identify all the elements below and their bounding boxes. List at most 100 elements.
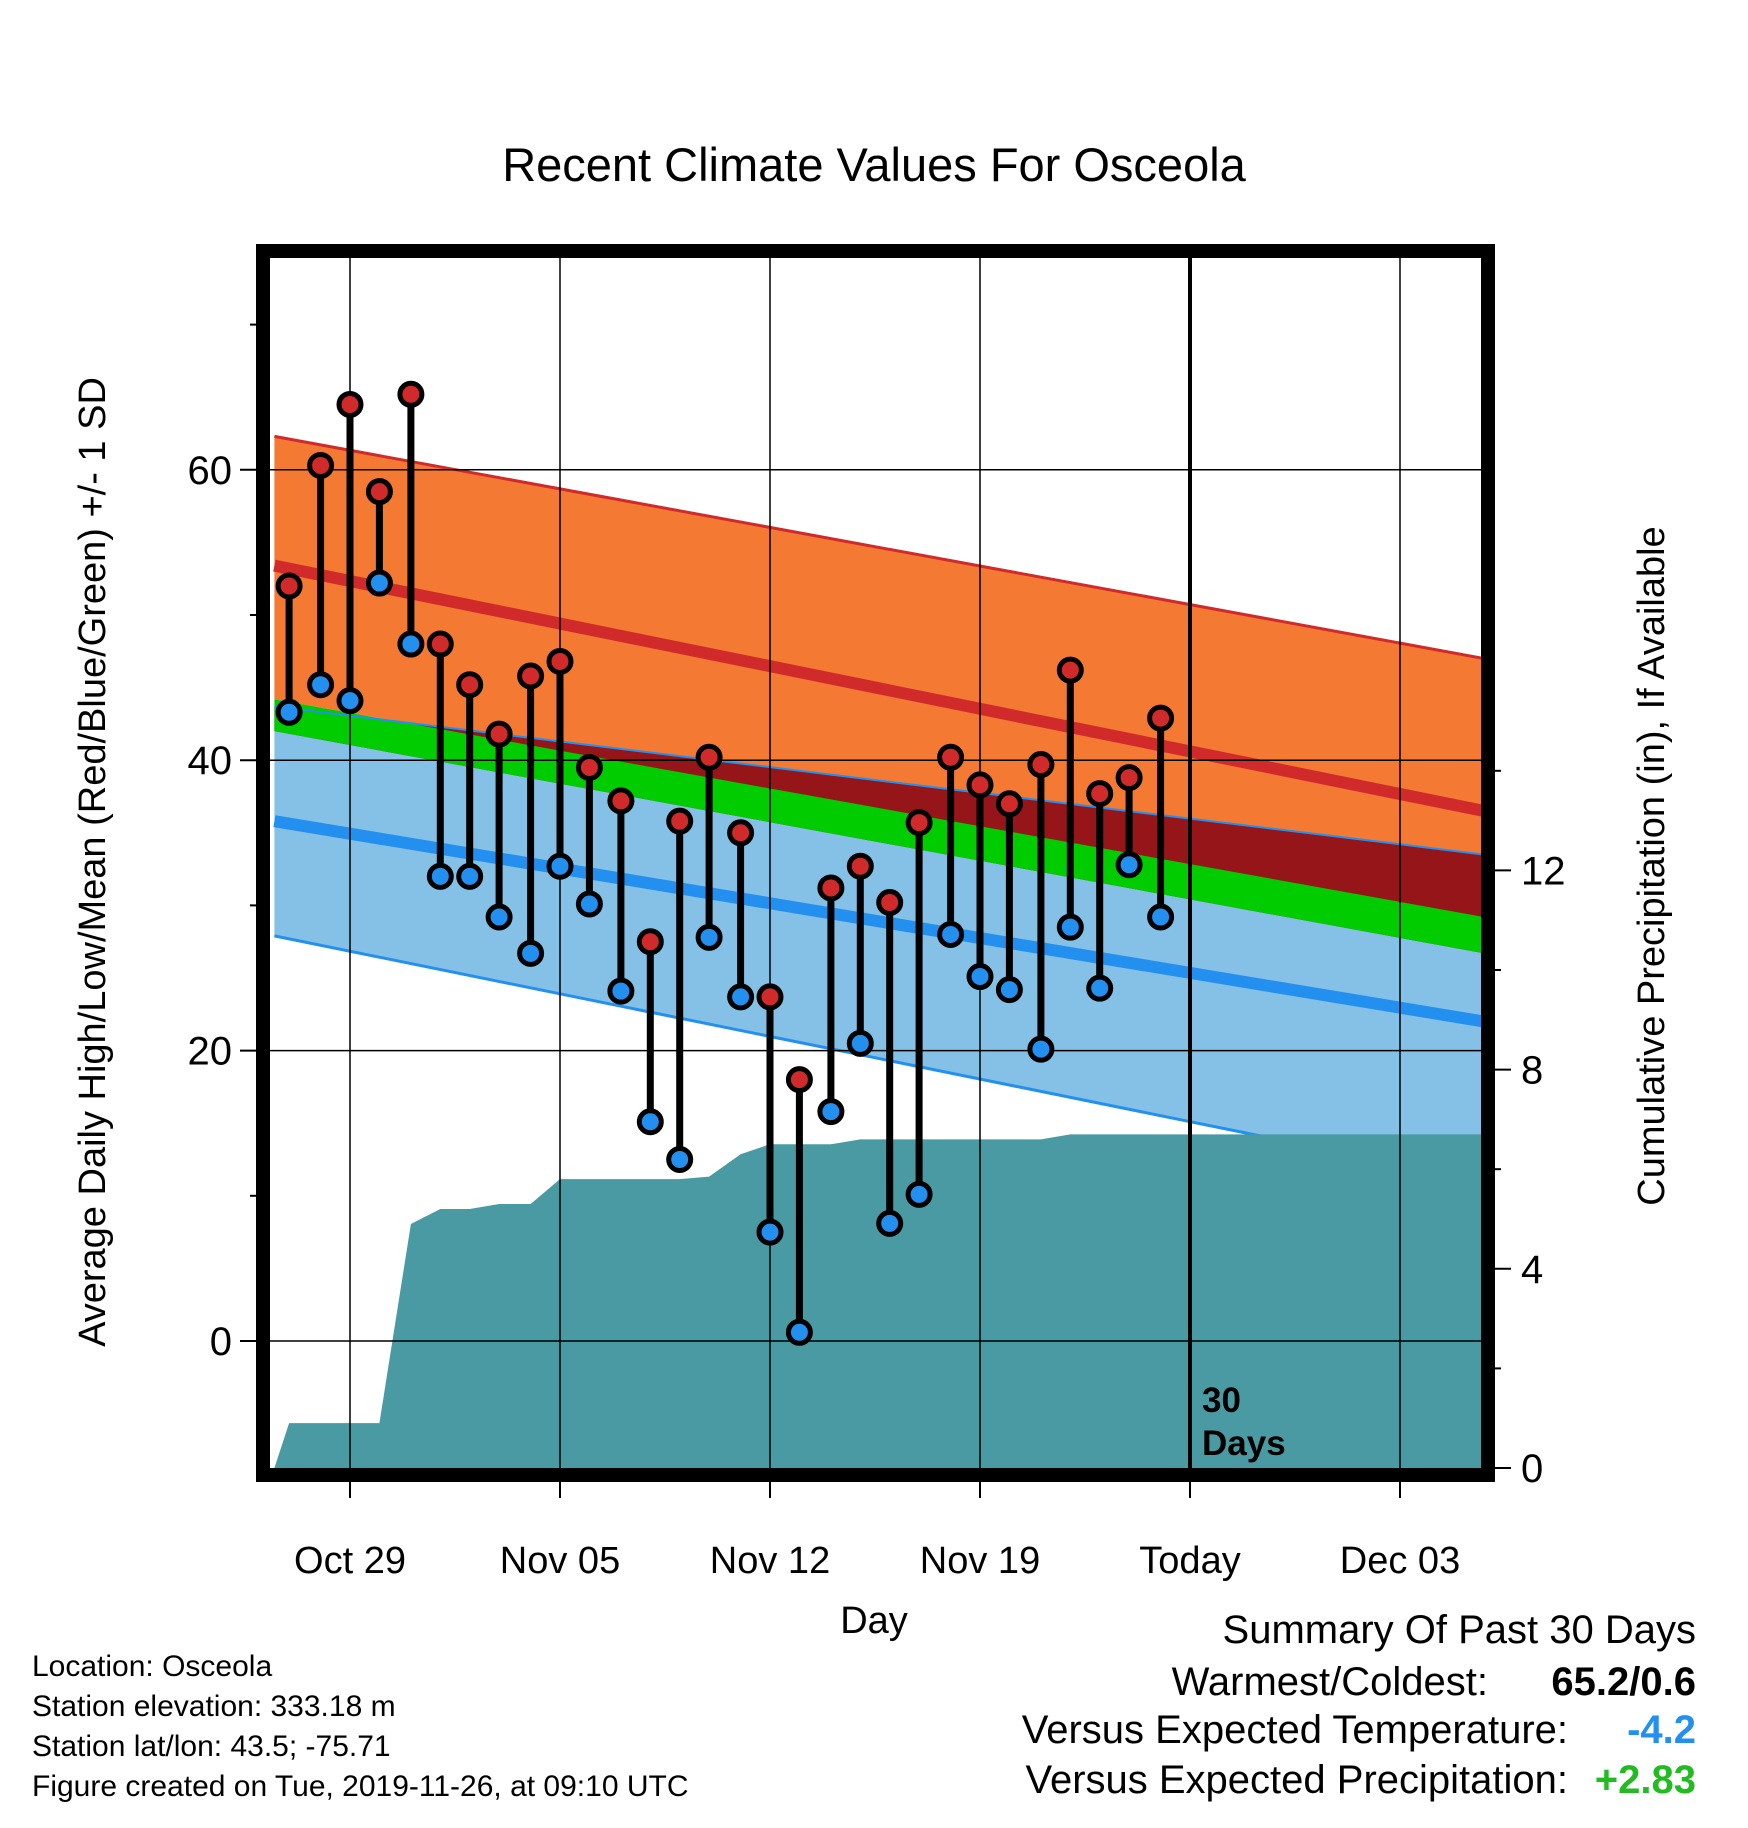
high-marker xyxy=(517,662,545,690)
y-tick-label: 60 xyxy=(188,449,233,493)
high-marker xyxy=(695,743,723,771)
x-tick-label: Nov 19 xyxy=(920,1540,1040,1582)
low-marker xyxy=(817,1098,845,1126)
today-label-days: Days xyxy=(1202,1424,1286,1463)
temp-label: Versus Expected Temperature: xyxy=(1021,1708,1568,1752)
x-tick-label: Today xyxy=(1139,1540,1240,1582)
low-marker xyxy=(695,923,723,951)
low-marker xyxy=(1056,913,1084,941)
low-marker xyxy=(1147,903,1175,931)
high-marker xyxy=(546,647,574,675)
high-marker xyxy=(666,807,694,835)
low-marker xyxy=(1086,974,1114,1002)
high-marker xyxy=(485,720,513,748)
low-plus-sd-line xyxy=(274,705,1481,856)
high-marker xyxy=(995,790,1023,818)
low-marker xyxy=(636,1108,664,1136)
high-marker xyxy=(817,874,845,902)
low-marker xyxy=(966,963,994,991)
created-text: Figure created on Tue, 2019-11-26, at 09… xyxy=(32,1770,689,1803)
high-marker xyxy=(636,928,664,956)
low-marker xyxy=(307,671,335,699)
low-marker xyxy=(546,852,574,880)
precip-area xyxy=(274,1134,1481,1468)
low-marker xyxy=(517,939,545,967)
high-marker xyxy=(1147,704,1175,732)
high-sd-line xyxy=(274,434,1481,660)
low-marker xyxy=(756,1218,784,1246)
high-marker xyxy=(727,819,755,847)
high-marker xyxy=(1056,656,1084,684)
high-marker xyxy=(756,983,784,1011)
low-marker xyxy=(397,630,425,658)
high-marker xyxy=(1027,751,1055,779)
latlon-text: Station lat/lon: 43.5; -75.71 xyxy=(32,1730,391,1763)
high-sd-band xyxy=(274,436,1481,917)
mean-band xyxy=(274,699,1481,953)
high-marker xyxy=(846,852,874,880)
x-tick-label: Dec 03 xyxy=(1340,1540,1460,1582)
y2-axis-label: Cumulative Precipitation (in), If Availa… xyxy=(1631,526,1673,1205)
high-marker xyxy=(966,771,994,799)
low-marker xyxy=(727,983,755,1011)
plot-area xyxy=(270,258,1481,1468)
y2-tick-label: 0 xyxy=(1521,1447,1543,1491)
x-tick-label: Nov 12 xyxy=(710,1540,830,1582)
low-marker xyxy=(426,862,454,890)
temp-value: -4.2 xyxy=(1627,1708,1696,1752)
low-marker xyxy=(785,1318,813,1346)
chart-title: Recent Climate Values For Osceola xyxy=(502,138,1246,191)
low-marker xyxy=(456,862,484,890)
warmest-label: Warmest/Coldest: xyxy=(1171,1660,1488,1704)
high-marker xyxy=(307,451,335,479)
precip-value: +2.83 xyxy=(1594,1758,1696,1802)
high-marker xyxy=(937,743,965,771)
warmest-value: 65.2/0.6 xyxy=(1551,1660,1696,1704)
low-marker xyxy=(666,1146,694,1173)
elevation-text: Station elevation: 333.18 m xyxy=(32,1690,396,1723)
y-tick-label: 40 xyxy=(188,739,233,783)
high-marker xyxy=(1086,780,1114,808)
high-marker xyxy=(785,1066,813,1094)
high-marker xyxy=(426,630,454,658)
low-marker xyxy=(905,1180,933,1208)
today-label-number: 30 xyxy=(1202,1381,1241,1420)
x-tick-label: Nov 05 xyxy=(500,1540,620,1582)
low-marker xyxy=(995,976,1023,1004)
low-marker xyxy=(607,977,635,1005)
low-marker xyxy=(1115,851,1143,879)
y2-tick-label: 8 xyxy=(1521,1049,1543,1093)
high-marker xyxy=(275,572,303,600)
high-marker xyxy=(1115,764,1143,792)
low-marker xyxy=(575,890,603,918)
plot-frame xyxy=(256,244,1495,1482)
low-marker xyxy=(876,1209,904,1237)
high-marker xyxy=(607,787,635,815)
low-marker xyxy=(275,698,303,726)
y-axis-label: Average Daily High/Low/Mean (Red/Blue/Gr… xyxy=(72,377,114,1347)
location-text: Location: Osceola xyxy=(32,1650,273,1683)
high-marker xyxy=(397,380,425,408)
precip-label: Versus Expected Precipitation: xyxy=(1025,1758,1568,1802)
y-tick-label: 20 xyxy=(188,1030,233,1074)
summary-title: Summary Of Past 30 Days xyxy=(1222,1608,1696,1652)
low-marker xyxy=(365,569,393,597)
high-mean-line xyxy=(273,559,1481,817)
low-marker xyxy=(485,903,513,931)
x-axis-label: Day xyxy=(840,1600,908,1642)
y2-tick-label: 4 xyxy=(1521,1248,1543,1292)
low-marker xyxy=(1027,1035,1055,1063)
low-marker xyxy=(336,687,364,715)
high-marker xyxy=(365,478,393,506)
high-marker xyxy=(905,809,933,837)
low-marker xyxy=(846,1029,874,1057)
y-tick-label: 0 xyxy=(210,1320,232,1364)
low-marker xyxy=(937,920,965,948)
high-marker xyxy=(336,390,364,418)
x-tick-label: Oct 29 xyxy=(294,1540,406,1582)
y2-tick-label: 12 xyxy=(1521,849,1566,893)
high-marker xyxy=(575,753,603,781)
high-marker xyxy=(876,888,904,916)
low-mean-line xyxy=(273,815,1481,1028)
